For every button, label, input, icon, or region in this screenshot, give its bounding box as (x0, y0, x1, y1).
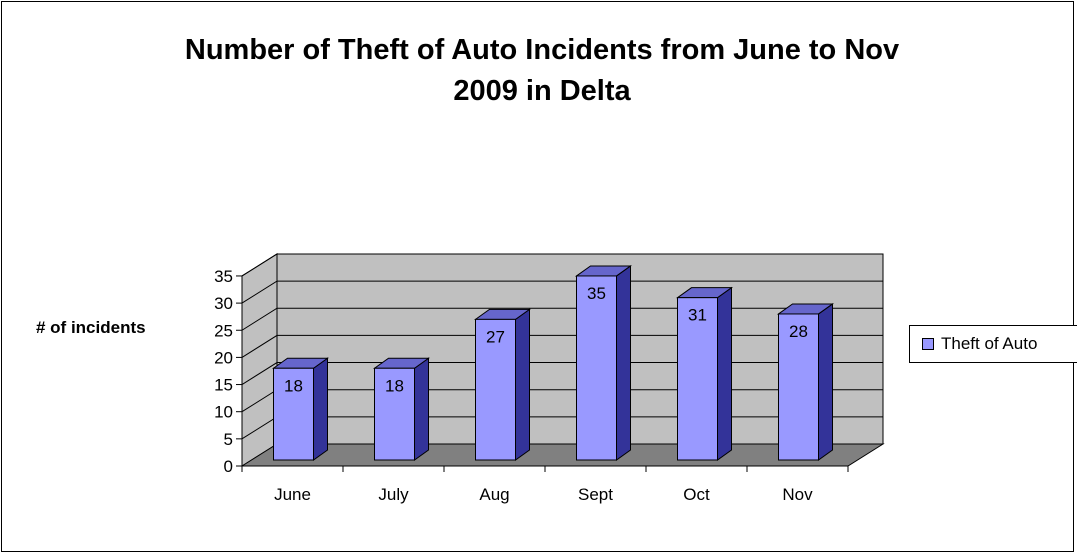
data-label: 31 (688, 306, 707, 325)
x-tick-label: July (378, 485, 409, 504)
y-tick-label: 35 (214, 267, 233, 286)
bar-sept (577, 276, 617, 460)
y-tick-label: 20 (214, 348, 233, 367)
bar-side (819, 304, 833, 460)
x-tick-label: Oct (683, 485, 710, 504)
x-tick-label: Nov (782, 485, 813, 504)
data-label: 35 (587, 284, 606, 303)
y-tick-label: 25 (214, 321, 233, 340)
bar-side (314, 358, 328, 460)
y-tick-label: 15 (214, 376, 233, 395)
legend-swatch-theft-of-auto (922, 338, 934, 350)
plot-side-wall (242, 254, 277, 466)
bar-side (415, 358, 429, 460)
legend: Theft of Auto (909, 325, 1077, 363)
x-tick-label: June (274, 485, 311, 504)
data-label: 27 (486, 327, 505, 346)
bar-side (516, 309, 530, 460)
y-tick-label: 0 (224, 457, 233, 476)
y-tick-label: 30 (214, 294, 233, 313)
y-tick-label: 10 (214, 403, 233, 422)
bar-side (617, 266, 631, 460)
bar-side (718, 288, 732, 460)
data-label: 18 (385, 376, 404, 395)
y-tick-label: 5 (224, 430, 233, 449)
legend-label-theft-of-auto: Theft of Auto (941, 334, 1037, 354)
data-label: 28 (789, 322, 808, 341)
data-label: 18 (284, 376, 303, 395)
x-tick-label: Aug (479, 485, 509, 504)
x-tick-label: Sept (578, 485, 613, 504)
